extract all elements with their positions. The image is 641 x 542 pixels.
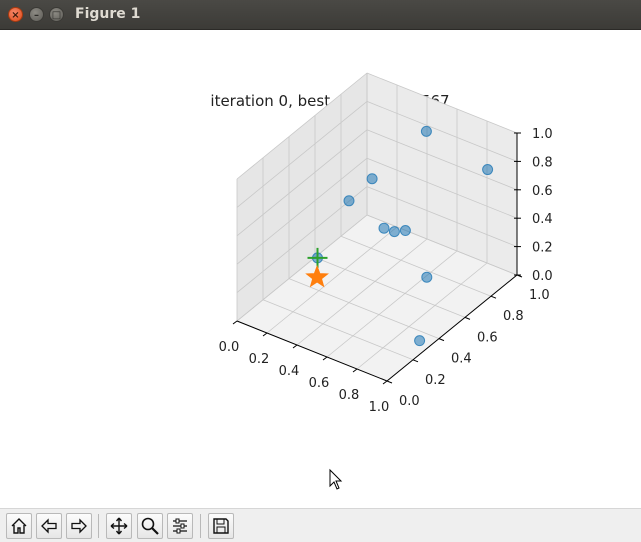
- y-tick-mark: [490, 295, 497, 299]
- target-star-marker: [305, 264, 329, 288]
- back-icon: [41, 518, 57, 534]
- x-tick-mark: [232, 320, 238, 325]
- z-tick-label: 0.4: [532, 212, 553, 227]
- x-tick-label: 0.0: [219, 340, 240, 355]
- pan-button[interactable]: [106, 513, 132, 539]
- grid-line: [326, 250, 458, 358]
- grid-line: [356, 262, 488, 370]
- grid-line: [314, 257, 466, 318]
- grid-line: [236, 129, 368, 237]
- x-tick-mark: [382, 380, 388, 385]
- save-icon: [213, 518, 229, 534]
- mouse-cursor-icon: [329, 468, 343, 490]
- close-button[interactable]: ×: [8, 7, 23, 22]
- data-points: [305, 125, 494, 347]
- tick-labels: 0.0 0.2 0.4 0.6 0.8 1.0 0.0 0.2 0.4 0.6 0.8 1.0 0.0 0…: [219, 127, 553, 415]
- x-tick-mark: [322, 356, 328, 361]
- y-tick-mark: [464, 316, 471, 320]
- title-bar[interactable]: × – □ Figure 1: [0, 0, 641, 30]
- grid-line: [366, 214, 518, 276]
- y-tick-mark: [412, 359, 419, 363]
- best-marker: [307, 247, 328, 268]
- z-tick-label: 1.0: [532, 127, 553, 142]
- minimize-button[interactable]: –: [29, 7, 44, 22]
- population-point: [414, 335, 426, 347]
- forward-button[interactable]: [66, 513, 92, 539]
- axis-lines: [236, 133, 518, 382]
- pan-icon: [110, 517, 128, 535]
- y-tick-mark: [386, 380, 393, 384]
- forward-icon: [71, 518, 87, 534]
- population-point: [420, 125, 432, 137]
- grid-line: [236, 214, 368, 322]
- grid-line: [296, 238, 428, 346]
- home-button[interactable]: [6, 513, 32, 539]
- z-tick-label: 0.2: [532, 241, 553, 256]
- z-tick-label: 0.8: [532, 155, 553, 170]
- axis-panes: [237, 73, 517, 381]
- grid-line: [366, 157, 518, 219]
- y-tick-label: 0.8: [503, 309, 524, 324]
- chart-svg[interactable]: iteration 0, best_fitness: 0.7567 0.00.2…: [0, 30, 641, 508]
- x-tick-mark: [292, 344, 298, 349]
- toolbar-separator: [200, 514, 201, 538]
- grid-line: [236, 72, 368, 180]
- grid-line: [266, 226, 398, 334]
- maximize-button[interactable]: □: [49, 7, 64, 22]
- back-pane: [367, 73, 517, 275]
- back-button[interactable]: [36, 513, 62, 539]
- population-point: [421, 271, 433, 283]
- y-axis-line: [386, 274, 518, 382]
- population-point: [399, 225, 411, 237]
- grid-line: [366, 101, 518, 162]
- population-point: [366, 173, 378, 185]
- y-tick-label: 0.0: [399, 394, 420, 409]
- y-tick-label: 0.4: [451, 352, 472, 367]
- population-point: [378, 222, 390, 234]
- x-tick-label: 1.0: [369, 400, 390, 415]
- navigation-toolbar: [0, 508, 641, 542]
- left-pane: [237, 73, 367, 321]
- grid-line: [366, 186, 518, 247]
- y-tick-label: 1.0: [529, 288, 550, 303]
- population-point: [388, 226, 400, 238]
- toolbar-separator: [98, 514, 99, 538]
- x-tick-label: 0.6: [309, 376, 330, 391]
- z-tick-label: 0.0: [532, 269, 553, 284]
- x-tick-label: 0.8: [339, 388, 360, 403]
- x-tick-label: 0.4: [279, 364, 300, 379]
- x-tick-mark: [352, 368, 358, 373]
- grid-lines: [236, 72, 518, 382]
- grid-line: [288, 278, 440, 339]
- configure-subplots-icon: [173, 518, 187, 534]
- population-point: [343, 195, 355, 207]
- grid-line: [366, 129, 518, 191]
- floor-pane: [237, 215, 517, 381]
- x-tick-mark: [262, 332, 268, 337]
- zoom-icon: [141, 517, 159, 535]
- home-icon: [11, 518, 27, 534]
- grid-line: [262, 299, 414, 361]
- population-point: [482, 164, 494, 176]
- y-tick-label: 0.2: [425, 373, 446, 388]
- y-tick-label: 0.6: [477, 330, 498, 345]
- grid-line: [340, 235, 492, 297]
- x-tick-label: 0.2: [249, 352, 270, 367]
- grid-line: [236, 101, 368, 208]
- z-tick-label: 0.6: [532, 184, 553, 199]
- x-axis-line: [236, 320, 388, 382]
- configure-subplots-button[interactable]: [167, 513, 193, 539]
- y-tick-mark: [438, 338, 445, 342]
- grid-line: [236, 157, 368, 265]
- grid-line: [366, 72, 518, 134]
- window-title: Figure 1: [75, 6, 141, 22]
- plot-canvas[interactable]: iteration 0, best_fitness: 0.7567 0.0 0.2…: [0, 30, 641, 508]
- save-button[interactable]: [208, 513, 234, 539]
- zoom-button[interactable]: [137, 513, 163, 539]
